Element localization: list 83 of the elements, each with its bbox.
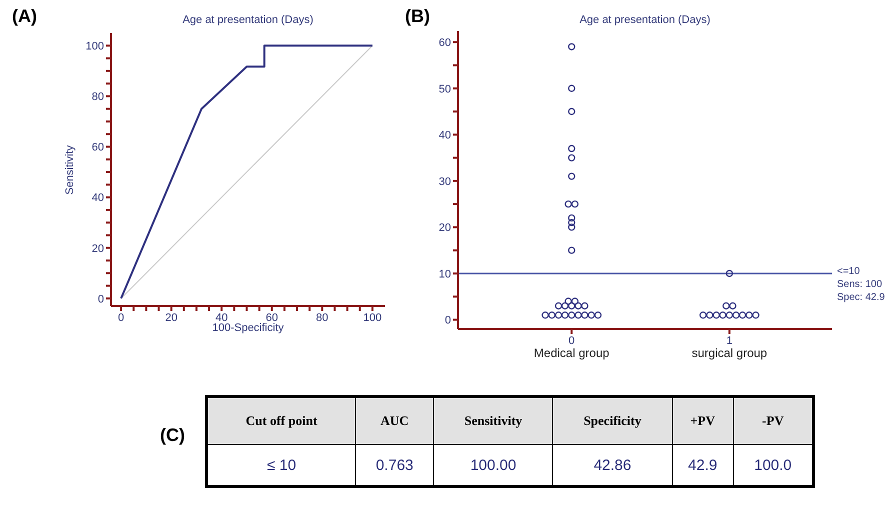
x-tick-label: 1 [726, 334, 732, 347]
chart-title: Age at presentation (Days) [580, 14, 710, 26]
x-axis-title: 100-Specificity [212, 322, 284, 334]
point [722, 302, 730, 310]
point [548, 312, 556, 319]
text: (B) [405, 6, 430, 26]
y-tick-label: 60 [438, 37, 451, 50]
point [568, 144, 576, 152]
point [738, 312, 746, 319]
point [568, 312, 576, 319]
y-tick-label: 40 [92, 192, 104, 204]
point [706, 312, 714, 319]
x-tick-label: 0 [118, 312, 124, 324]
point [561, 302, 569, 310]
category-label: AUC [380, 413, 409, 428]
point [581, 302, 588, 310]
ref-line-label: <=10 [837, 266, 860, 278]
y-tick-label: 0 [98, 293, 104, 306]
x-tick-label: 80 [316, 312, 328, 324]
text: ≤ 10 [266, 456, 296, 474]
y-tick-label: 50 [438, 83, 451, 96]
text: (A) [12, 6, 37, 26]
x-tick-label: 60 [266, 312, 278, 324]
point [568, 214, 576, 222]
category-label: Sensitivity [464, 413, 522, 428]
point [568, 43, 576, 50]
point [581, 312, 588, 319]
y-tick-label: 80 [92, 91, 104, 104]
point [588, 312, 595, 319]
x-tick-label: 20 [165, 312, 178, 324]
point [574, 302, 582, 310]
category-label: +PV [690, 413, 716, 428]
point [568, 108, 576, 116]
point [571, 298, 579, 305]
chart-title: Age at presentation (Days) [182, 14, 314, 26]
x-tick-label: 100 [363, 312, 382, 324]
point [568, 84, 576, 92]
point [568, 172, 576, 180]
point [574, 312, 582, 319]
text: surgical group [692, 346, 768, 360]
category-label: -PV [762, 413, 784, 428]
point [712, 312, 720, 319]
point [568, 224, 576, 231]
point [554, 312, 562, 319]
point [746, 312, 753, 319]
point [568, 302, 576, 310]
point [568, 154, 576, 162]
x-tick-label: 40 [215, 312, 228, 324]
text: Medical group [534, 346, 610, 360]
point [594, 312, 602, 319]
y-tick-label: 100 [86, 40, 104, 53]
point [564, 298, 572, 305]
text: Sens: 100 [837, 279, 882, 290]
y-tick-label: 40 [438, 130, 451, 142]
point [561, 312, 569, 319]
point [726, 312, 734, 319]
point [726, 270, 734, 278]
point [571, 200, 579, 208]
point [732, 312, 740, 319]
point [564, 200, 572, 208]
category-label: Cut off point [246, 413, 318, 428]
point [568, 246, 576, 254]
point [729, 302, 736, 310]
y-tick-label: 20 [438, 222, 451, 234]
point [699, 312, 707, 319]
text: 100.0 [754, 456, 792, 474]
point [719, 312, 726, 319]
text: 42.9 [688, 456, 718, 474]
category-label: Specificity [584, 413, 642, 428]
text: 0.763 [376, 456, 414, 474]
point [568, 218, 576, 226]
text: Spec: 42.9 [837, 292, 885, 304]
point [752, 312, 760, 319]
y-tick-label: 30 [438, 176, 451, 188]
text: 100.00 [470, 456, 516, 474]
text: (C) [160, 425, 185, 445]
y-axis-title: Sensitivity [64, 145, 76, 195]
point [554, 302, 562, 310]
point [542, 312, 549, 319]
y-tick-label: 60 [92, 142, 104, 154]
text: 42.86 [594, 456, 632, 474]
y-tick-label: 10 [438, 268, 451, 280]
y-tick-label: 20 [92, 242, 104, 255]
